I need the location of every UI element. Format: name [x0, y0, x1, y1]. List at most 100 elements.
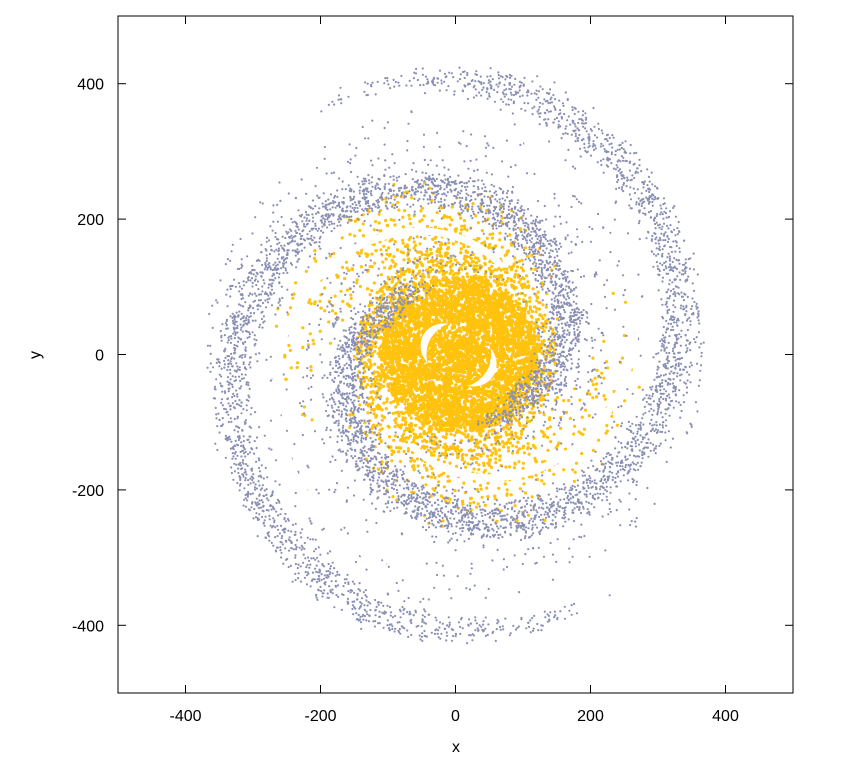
orange-particle	[605, 429, 609, 433]
orange-particle	[498, 420, 502, 424]
orange-particle	[602, 394, 606, 398]
orange-particle	[514, 269, 518, 273]
orange-particle	[396, 200, 400, 204]
orange-particle	[414, 412, 419, 417]
orange-particle	[401, 241, 405, 245]
orange-particle	[423, 236, 427, 240]
orange-particle	[412, 459, 416, 463]
orange-particle	[374, 375, 378, 379]
orange-particle	[511, 264, 515, 269]
orange-particle	[451, 242, 455, 246]
orange-particle	[465, 272, 469, 276]
orange-particle	[459, 228, 463, 232]
orange-particle	[462, 481, 466, 485]
orange-particle	[494, 449, 498, 454]
orange-particle	[366, 411, 370, 415]
orange-particle	[400, 423, 404, 427]
orange-particle	[294, 281, 298, 285]
orange-particle	[537, 345, 541, 350]
orange-particle	[526, 280, 530, 284]
orange-particle	[395, 282, 399, 286]
orange-particle	[605, 424, 609, 428]
orange-particle	[409, 459, 413, 463]
orange-particle	[341, 318, 345, 322]
orange-particle	[424, 466, 428, 470]
orange-particle	[401, 251, 405, 255]
orange-particle	[374, 395, 378, 399]
orange-particle	[394, 411, 398, 415]
orange-particle	[503, 482, 507, 486]
orange-particle	[420, 252, 424, 257]
orange-particle	[513, 417, 517, 421]
orange-particle	[546, 448, 550, 452]
orange-particle	[428, 269, 432, 274]
orange-particle	[368, 264, 372, 269]
orange-particle	[379, 440, 383, 444]
orange-particle	[476, 337, 481, 341]
orange-particle	[444, 288, 448, 292]
orange-particle	[555, 396, 560, 400]
orange-particle	[562, 399, 566, 403]
orange-particle	[378, 229, 382, 233]
orange-particle	[527, 452, 531, 456]
orange-particle	[357, 396, 361, 400]
orange-particle	[429, 451, 433, 455]
orange-particle	[418, 432, 422, 436]
orange-particle	[384, 248, 388, 252]
orange-particle	[481, 429, 485, 433]
orange-particle	[397, 424, 401, 429]
orange-particle	[504, 288, 508, 292]
orange-particle	[603, 397, 607, 401]
orange-particle	[425, 224, 429, 229]
orange-particle	[401, 439, 405, 443]
orange-particle	[359, 265, 363, 269]
orange-particle	[534, 459, 538, 463]
orange-particle	[459, 247, 463, 251]
orange-particle	[476, 502, 480, 506]
orange-particle	[462, 257, 466, 261]
orange-particle	[513, 272, 517, 277]
orange-particle	[406, 427, 410, 432]
orange-particle	[506, 276, 510, 281]
orange-particle	[412, 240, 416, 244]
orange-particle	[411, 428, 415, 432]
orange-particle	[370, 407, 374, 412]
orange-particle	[505, 267, 509, 271]
orange-particle	[522, 424, 526, 428]
orange-particle	[429, 494, 433, 498]
orange-particle	[539, 404, 543, 408]
orange-particle	[379, 423, 383, 427]
orange-particle	[461, 502, 465, 506]
orange-particle	[449, 259, 453, 263]
orange-particle	[365, 383, 370, 387]
orange-particle	[406, 436, 411, 440]
orange-particle	[442, 445, 446, 449]
orange-particle	[391, 260, 395, 264]
orange-particle	[485, 333, 489, 337]
orange-particle	[365, 365, 369, 369]
orange-particle	[448, 272, 452, 276]
orange-particle	[537, 307, 542, 311]
orange-particle	[485, 236, 489, 240]
orange-particle	[382, 380, 386, 384]
orange-particle	[291, 296, 295, 300]
orange-particle	[340, 236, 344, 240]
orange-particle	[580, 415, 584, 419]
orange-particle	[516, 337, 521, 342]
orange-particle	[495, 268, 499, 272]
orange-particle	[505, 347, 510, 352]
orange-particle	[287, 343, 291, 348]
orange-particle	[376, 381, 380, 385]
orange-particle	[341, 299, 345, 304]
orange-particle	[365, 254, 369, 258]
orange-particle	[528, 299, 532, 304]
orange-particle	[438, 265, 442, 270]
orange-particle	[524, 307, 528, 311]
orange-particle	[384, 366, 389, 370]
orange-particle	[370, 252, 374, 256]
orange-particle	[385, 397, 389, 401]
orange-particle	[379, 383, 383, 387]
orange-particle	[484, 325, 489, 330]
orange-particle	[373, 220, 378, 224]
orange-particle	[374, 345, 378, 349]
